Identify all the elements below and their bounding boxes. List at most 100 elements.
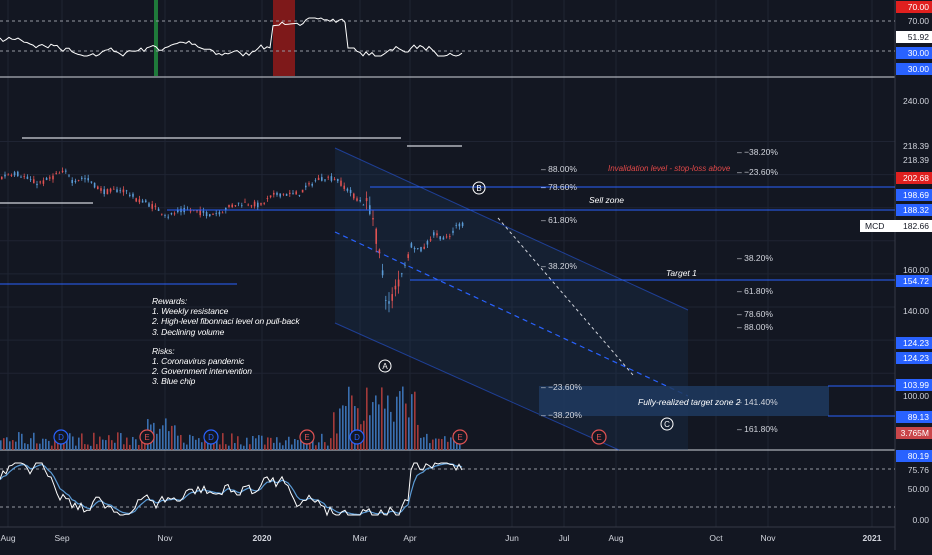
wave-marker-circle [378, 359, 392, 373]
volume-bar [390, 411, 392, 450]
volume-bar [159, 428, 161, 450]
volume-bar [63, 439, 65, 450]
candle-body [426, 241, 429, 245]
price-tick-bg [896, 204, 932, 216]
time-axis-label: Apr [403, 533, 416, 543]
volume-bar [45, 438, 47, 450]
volume-bar [207, 443, 209, 450]
candle-body [321, 177, 323, 181]
candle-body [285, 193, 288, 196]
fib-label-right: – 161.80% [737, 424, 778, 434]
top-indicator-line [0, 17, 463, 57]
volume-bar [372, 402, 374, 450]
candle-body [417, 248, 419, 249]
price-tick: 124.23 [903, 353, 929, 363]
candle-body [202, 210, 205, 213]
candle-body [439, 236, 441, 240]
price-tick-bg [896, 275, 932, 287]
target-zone-box [539, 386, 829, 416]
volume-bar [12, 440, 14, 450]
candle-body [17, 171, 19, 177]
event-marker [591, 429, 607, 445]
volume-bar [249, 444, 251, 450]
event-marker [349, 429, 365, 445]
time-axis-label: Aug [0, 533, 15, 543]
volume-bar [42, 438, 44, 450]
time-axis-label: 2020 [253, 533, 272, 543]
volume-bar [93, 432, 95, 450]
volume-bar [51, 445, 53, 450]
volume-bar [162, 425, 164, 450]
volume-bar [435, 438, 437, 450]
volume-bar [264, 444, 266, 450]
volume-bar [318, 442, 320, 450]
price-tick: 124.23 [903, 338, 929, 348]
volume-bar [246, 437, 248, 450]
volume-bar [393, 421, 395, 450]
price-tick: 240.00 [903, 96, 929, 106]
volume-bar [192, 436, 194, 450]
candle-body [301, 189, 304, 193]
candle-body [97, 186, 99, 190]
event-marker-label: E [304, 433, 309, 442]
candle-body [55, 172, 57, 174]
candle-body [167, 216, 169, 218]
volume-bar [9, 441, 11, 450]
volume-bar [309, 443, 311, 450]
volume-bar [36, 443, 38, 450]
time-axis-label: Oct [709, 533, 723, 543]
candle-body [74, 180, 77, 183]
rewards-title: Rewards: [152, 296, 188, 306]
volume-bar [252, 435, 254, 450]
time-axis-label: Nov [760, 533, 776, 543]
fib-label-left: – 61.80% [541, 215, 577, 225]
volume-bar [267, 437, 269, 450]
volume-bar [24, 443, 26, 450]
wave-marker-wave_b: B [476, 184, 481, 193]
candle-body [311, 183, 313, 186]
candle-body [241, 205, 243, 207]
candle-body [401, 273, 403, 275]
rsi-line [0, 462, 463, 517]
volume-bar [174, 425, 176, 450]
price-tick: 154.72 [903, 276, 929, 286]
volume-bar [255, 438, 257, 450]
candle-body [340, 180, 342, 186]
fib-label-left: – −23.60% [541, 382, 582, 392]
candle-body [404, 264, 406, 266]
volume-bar [15, 441, 17, 450]
volume-bar [342, 405, 344, 450]
candle-body [276, 192, 278, 195]
time-axis-label: Mar [353, 533, 368, 543]
volume-bar [225, 444, 227, 450]
volume-bar [261, 435, 263, 450]
risk-item: 1. Coronavirus pandemic [152, 356, 245, 367]
price-tick: 218.39 [903, 155, 929, 165]
volume-bar [72, 436, 74, 450]
candle-body [58, 172, 61, 174]
candle-body [61, 170, 64, 173]
volume-bar [102, 439, 104, 450]
event-marker [452, 429, 468, 445]
candle-body [282, 193, 285, 195]
last-price-tag-bg [860, 220, 932, 232]
symbol-label: MCD [865, 221, 884, 231]
candle-body [413, 247, 416, 250]
volume-bar [384, 408, 386, 450]
event-marker [53, 429, 69, 445]
volume-bar [369, 415, 371, 450]
volume-bar [237, 436, 239, 450]
volume-bar [144, 438, 146, 450]
candle-body [244, 201, 246, 203]
volume-bar [432, 439, 434, 450]
volume-bar [216, 436, 218, 450]
candle-body [449, 236, 451, 237]
channel-upper [334, 147, 689, 311]
rsi-tick: 75.76 [908, 465, 930, 475]
volume-bar [75, 445, 77, 450]
candle-body [327, 176, 329, 178]
event-marker [139, 429, 155, 445]
fib-label-left: – 88.00% [541, 164, 577, 174]
